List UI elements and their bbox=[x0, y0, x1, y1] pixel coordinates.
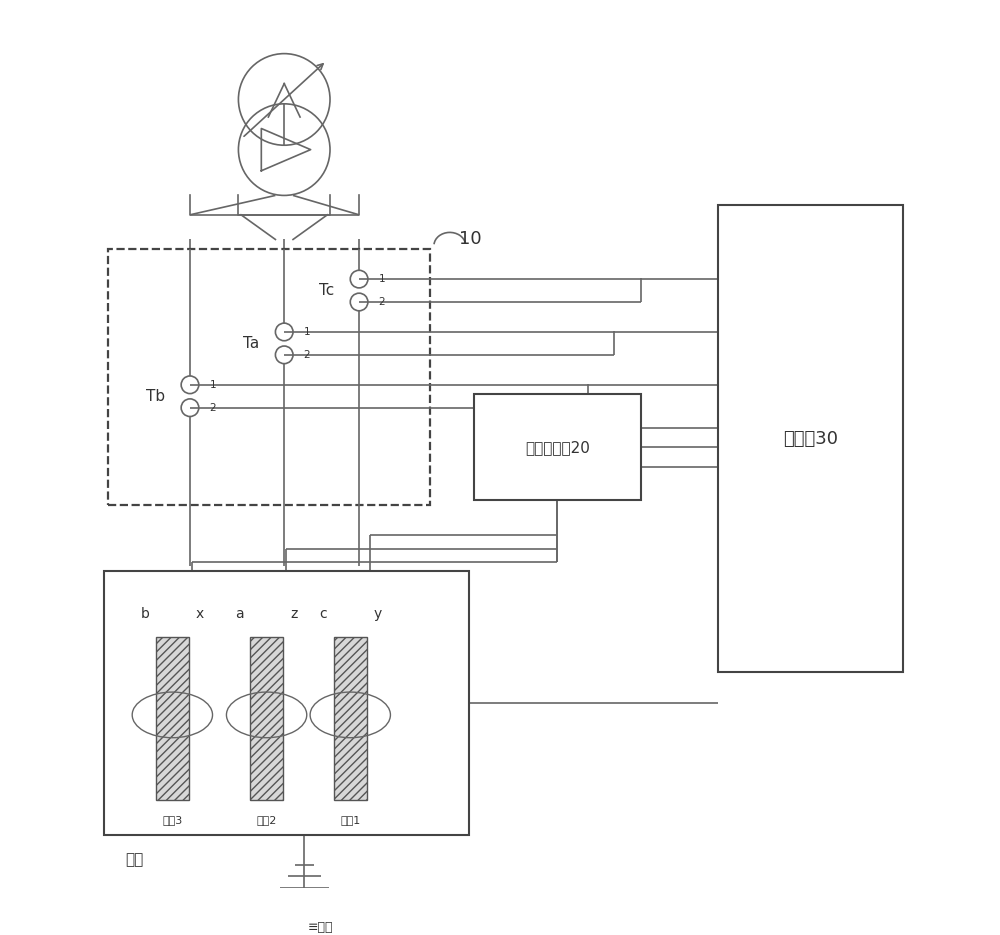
Bar bbox=[718, 205, 903, 672]
Text: Tc: Tc bbox=[319, 283, 334, 298]
Text: 电炉: 电炉 bbox=[126, 853, 144, 868]
Text: z: z bbox=[290, 607, 298, 621]
Text: 1: 1 bbox=[304, 327, 310, 337]
Bar bbox=[156, 637, 189, 799]
Text: 控制器30: 控制器30 bbox=[783, 429, 838, 448]
Bar bbox=[250, 637, 283, 799]
Text: 2: 2 bbox=[209, 403, 216, 412]
Text: c: c bbox=[319, 607, 327, 621]
Bar bbox=[104, 570, 469, 835]
Text: 电压测量器20: 电压测量器20 bbox=[525, 439, 590, 454]
Text: Ta: Ta bbox=[243, 336, 260, 351]
Text: Tb: Tb bbox=[146, 389, 165, 404]
Text: ≡接地: ≡接地 bbox=[308, 921, 333, 934]
Text: b: b bbox=[141, 607, 149, 621]
Text: a: a bbox=[235, 607, 244, 621]
Text: x: x bbox=[196, 607, 204, 621]
Text: 10: 10 bbox=[459, 230, 481, 248]
Text: 电极2: 电极2 bbox=[256, 815, 277, 826]
Text: 1: 1 bbox=[378, 274, 385, 284]
Text: y: y bbox=[373, 607, 382, 621]
Text: 1: 1 bbox=[209, 380, 216, 390]
Bar bbox=[334, 637, 367, 799]
Text: 2: 2 bbox=[304, 350, 310, 360]
Text: 电极3: 电极3 bbox=[162, 815, 182, 826]
Bar bbox=[108, 249, 430, 505]
Text: 电极1: 电极1 bbox=[340, 815, 360, 826]
Text: 2: 2 bbox=[378, 297, 385, 307]
Bar bbox=[474, 395, 641, 500]
